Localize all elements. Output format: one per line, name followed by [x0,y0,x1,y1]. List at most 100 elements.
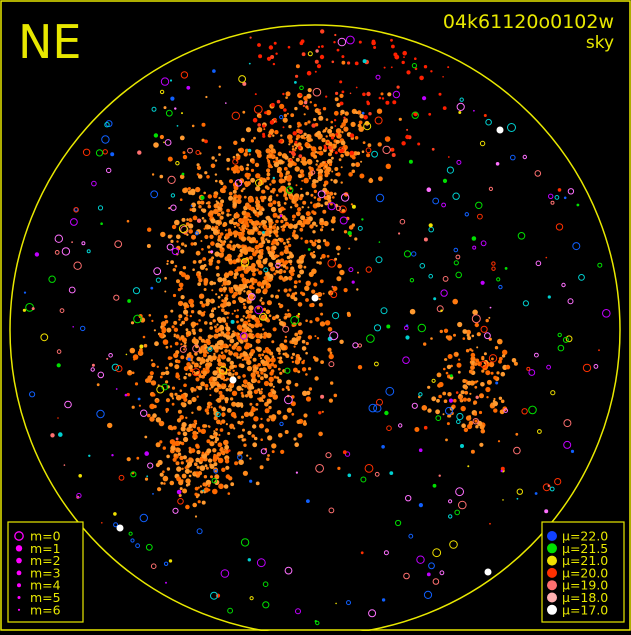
star-marker [318,431,323,437]
star-marker [158,333,164,338]
star-ring-marker [187,147,193,154]
star-marker [220,252,224,256]
star-ring-marker [153,267,162,276]
star-ring-marker [375,256,383,264]
star-marker [213,352,216,356]
star-marker [259,255,263,259]
star-marker [294,359,301,365]
star-marker [505,364,511,370]
star-marker [216,323,219,326]
star-ring-marker [408,533,414,539]
star-marker [232,155,236,159]
star-ring-marker [456,419,461,425]
star-marker [433,297,437,301]
star-marker [250,229,255,234]
star-marker [324,173,329,178]
star-marker [390,147,395,152]
star-marker [342,450,347,455]
star-marker [185,314,189,317]
star-marker [280,225,283,229]
star-marker [255,186,261,192]
star-marker [271,179,276,184]
star-marker [332,196,335,199]
star-marker [307,88,312,93]
star-marker [318,146,323,151]
star-marker [250,177,256,183]
star-marker [209,280,214,286]
star-marker [263,380,270,387]
star-ring-marker [405,495,412,502]
star-marker [206,448,212,454]
star-ring-marker [375,74,381,80]
star-marker [497,440,501,443]
star-marker [500,469,503,473]
star-marker [201,374,206,379]
star-marker [221,452,224,455]
star-marker [258,115,262,119]
star-marker [284,313,288,316]
star-marker [317,197,321,202]
star-marker [421,405,428,411]
star-marker [293,367,298,373]
star-marker [515,432,519,436]
star-marker [245,167,249,171]
star-ring-marker [445,406,453,415]
star-marker [159,174,164,179]
star-marker [299,196,303,201]
star-marker [212,319,216,323]
star-marker [277,367,281,371]
star-marker [183,397,188,402]
star-marker [185,459,189,463]
star-marker [298,154,303,159]
star-marker [273,364,278,369]
star-marker [199,485,202,488]
star-marker [227,385,231,388]
star-marker [461,423,466,429]
star-marker [336,48,340,52]
star-marker [261,198,265,203]
star-marker [423,237,428,242]
star-marker [290,272,295,277]
star-marker [193,242,197,246]
star-ring-marker [133,314,142,324]
star-marker [267,202,272,207]
star-marker [473,412,478,416]
star-marker [176,125,179,127]
star-marker [100,222,103,225]
star-marker [259,357,262,360]
bright-star-marker [116,524,124,532]
star-marker [498,359,502,364]
star-marker [217,457,220,460]
star-ring-marker [73,207,79,213]
star-marker [210,385,214,389]
star-marker [189,314,192,318]
star-marker [273,375,277,379]
star-marker [310,193,314,197]
star-marker [155,399,159,403]
star-ring-marker [254,305,264,315]
star-ring-marker [279,421,284,427]
star-marker [488,316,491,319]
star-marker [180,272,186,278]
star-marker [344,111,349,116]
star-marker [185,372,188,376]
star-marker [471,334,475,338]
star-marker [408,159,413,164]
star-marker [152,413,157,418]
star-marker [169,345,173,348]
star-marker [276,225,279,228]
star-marker [271,355,275,358]
star-marker [164,314,168,319]
star-ring-marker [48,275,56,283]
star-marker [445,438,448,442]
star-ring-marker [442,276,449,282]
star-ring-marker [166,243,174,251]
star-marker [439,329,443,334]
star-marker [174,353,177,356]
star-marker [460,444,464,448]
star-marker [222,286,227,291]
star-ring-marker [312,87,322,97]
star-marker [124,393,128,397]
star-ring-marker [542,483,551,492]
star-marker [343,126,349,132]
